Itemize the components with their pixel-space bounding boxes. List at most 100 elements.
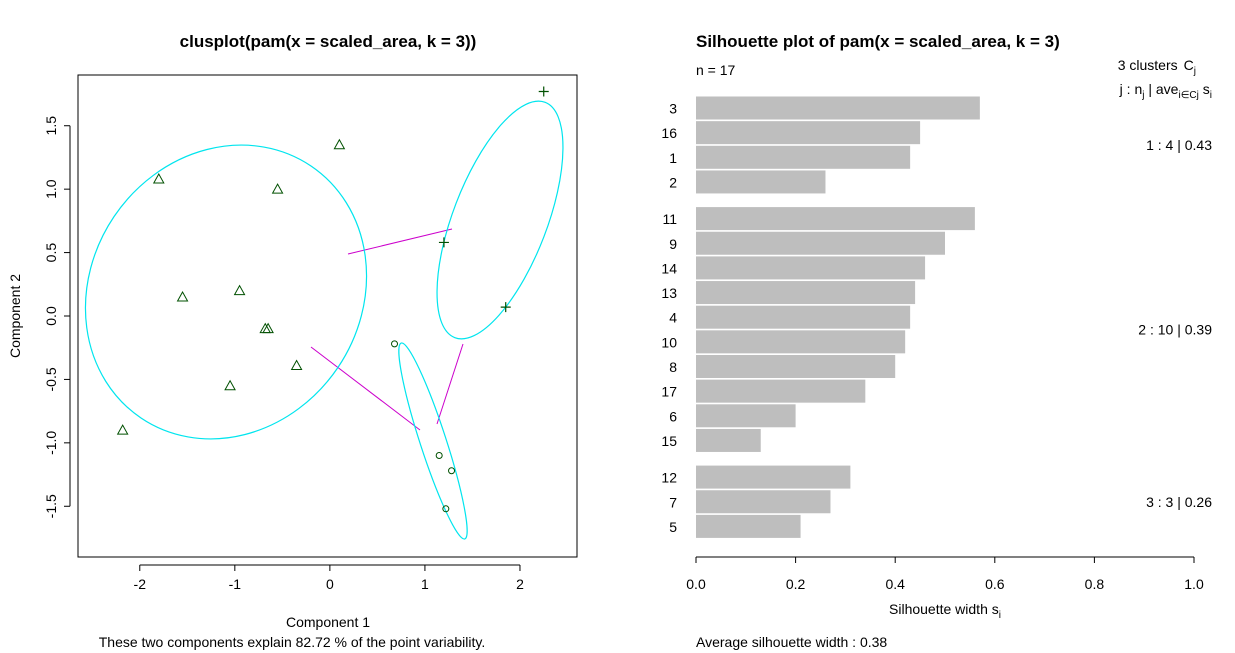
plus-point xyxy=(500,302,511,313)
bar-label: 6 xyxy=(669,408,677,424)
y-tick-label: -0.5 xyxy=(43,367,59,391)
summary-s: s xyxy=(1199,81,1210,97)
silhouette-bar xyxy=(696,404,796,428)
y-tick-label: 0.5 xyxy=(43,243,59,263)
clusters-header: 3 clusters Cj xyxy=(1118,57,1196,77)
cluster-ellipse xyxy=(398,342,468,540)
x-tick-label: 0 xyxy=(326,576,334,592)
y-tick-label: 1.5 xyxy=(43,116,59,136)
bar-label: 5 xyxy=(669,519,677,535)
variability-note: These two components explain 82.72 % of … xyxy=(99,634,486,650)
silhouette-bar xyxy=(696,96,980,120)
clusters-count: 3 clusters xyxy=(1118,57,1178,73)
cluster-summary: 3 : 3 | 0.26 xyxy=(1146,494,1212,510)
cluster-ellipses xyxy=(84,100,564,540)
y-axis: -1.5 -1.0 -0.5 0.0 0.5 1.0 1.5 xyxy=(43,116,71,518)
triangle-point xyxy=(262,322,274,334)
x-tick-label: -2 xyxy=(134,576,147,592)
silhouette-x-tick-label: 0.4 xyxy=(885,576,905,592)
n-label: n = 17 xyxy=(696,62,736,78)
bar-label: 11 xyxy=(662,211,677,227)
silhouette-x-label-text: Silhouette width s xyxy=(889,601,999,617)
circle-point xyxy=(391,340,399,348)
x-tick-label: 1 xyxy=(421,576,429,592)
silhouette-x-axis: 0.0 0.2 0.4 0.6 0.8 1.0 xyxy=(686,556,1204,592)
bar-label: 17 xyxy=(661,384,677,400)
y-axis-label: Component 2 xyxy=(7,274,23,358)
summary-header: j : nj | avei∈Cj si xyxy=(1119,81,1212,101)
x-axis: -2 -1 0 1 2 xyxy=(134,564,524,592)
cluster-links xyxy=(310,228,464,431)
silhouette-x-tick-label: 0.2 xyxy=(786,576,806,592)
bar-label: 4 xyxy=(669,310,677,326)
bar-label: 10 xyxy=(661,334,677,350)
bar-label: 16 xyxy=(661,125,677,141)
silhouette-bar xyxy=(696,379,866,403)
circle-point xyxy=(448,467,456,475)
silhouette-bar xyxy=(696,465,851,489)
bar-label: 14 xyxy=(661,260,677,276)
data-points xyxy=(116,86,549,513)
triangle-point xyxy=(152,172,165,184)
summary-ave: | ave xyxy=(1144,81,1178,97)
bar-label: 8 xyxy=(669,359,677,375)
triangle-point xyxy=(116,424,129,435)
triangle-point xyxy=(233,284,246,296)
triangle-point xyxy=(224,379,236,391)
y-tick-label: 1.0 xyxy=(43,179,59,199)
cluster-summary: 2 : 10 | 0.39 xyxy=(1138,322,1212,338)
plus-point xyxy=(438,237,449,248)
clusters-c-sub: j xyxy=(1193,66,1196,77)
y-tick-label: -1.0 xyxy=(43,431,59,455)
bar-label: 9 xyxy=(669,236,677,252)
silhouette-bar xyxy=(696,355,896,378)
plus-point xyxy=(538,86,549,97)
x-axis-label: Component 1 xyxy=(286,614,370,630)
silhouette-title: Silhouette plot of pam(x = scaled_area, … xyxy=(696,32,1060,51)
cluster-link xyxy=(436,343,464,425)
silhouette-bar xyxy=(696,121,921,145)
silhouette-bar xyxy=(696,207,975,231)
bar-label: 7 xyxy=(669,494,677,510)
cluster-link xyxy=(347,228,453,255)
summary-j-sub: j xyxy=(1141,90,1144,101)
cluster-ellipse xyxy=(84,144,368,440)
triangle-point xyxy=(290,359,303,370)
x-tick-label: -1 xyxy=(229,576,242,592)
silhouette-bar xyxy=(696,145,911,169)
silhouette-bar xyxy=(696,305,911,329)
summary-ave-sub: i∈Cj xyxy=(1178,90,1198,101)
summary-j: j : n xyxy=(1119,81,1143,97)
y-tick-label: 0.0 xyxy=(43,306,59,326)
silhouette-bar xyxy=(696,231,945,255)
silhouette-bar xyxy=(696,330,906,354)
silhouette-bar xyxy=(696,514,801,538)
clusplot-title: clusplot(pam(x = scaled_area, k = 3)) xyxy=(180,32,477,51)
silhouette-x-tick-label: 1.0 xyxy=(1184,576,1204,592)
clusplot-plot-frame xyxy=(77,74,578,558)
silhouette-x-tick-label: 0.0 xyxy=(686,576,706,592)
x-tick-label: 2 xyxy=(516,576,524,592)
triangle-point xyxy=(271,183,284,194)
cluster-ellipse xyxy=(436,100,564,340)
summary-s-sub: i xyxy=(1210,90,1212,101)
silhouette-bar xyxy=(696,170,826,194)
silhouette-x-tick-label: 0.6 xyxy=(985,576,1005,592)
bar-label: 1 xyxy=(669,150,677,166)
silhouette-bar xyxy=(696,428,761,452)
silhouette-x-label: Silhouette width si xyxy=(889,601,1001,621)
bar-label: 13 xyxy=(661,285,677,301)
bar-label: 2 xyxy=(669,174,677,190)
circle-point xyxy=(435,452,443,460)
triangle-point xyxy=(333,138,346,150)
silhouette-bar xyxy=(696,281,916,305)
silhouette-bar xyxy=(696,256,926,280)
silhouette-bar xyxy=(696,490,831,514)
cluster-summary: 1 : 4 | 0.43 xyxy=(1146,137,1212,153)
circle-point xyxy=(442,505,450,513)
triangle-point xyxy=(176,290,189,302)
silhouette-x-tick-label: 0.8 xyxy=(1085,576,1105,592)
bar-label: 3 xyxy=(669,101,677,117)
